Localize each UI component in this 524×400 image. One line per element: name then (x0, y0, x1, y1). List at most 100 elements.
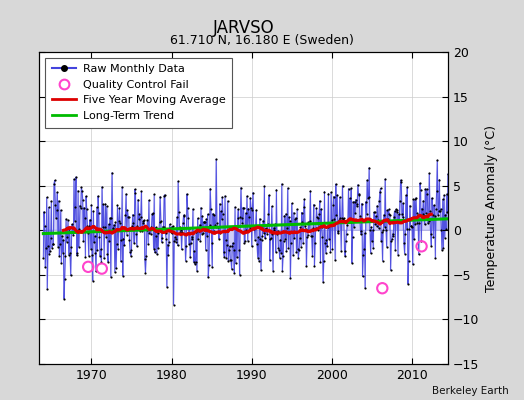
Point (89, 208, 97, 214)
Point (105, 221, 113, 227)
Point (219, 211, 227, 217)
Point (439, 196, 447, 202)
Point (298, 209, 306, 216)
Point (263, 230, 271, 237)
Point (227, 266, 236, 272)
Point (140, 217, 148, 223)
Point (83, 222, 92, 229)
Point (125, 237, 134, 244)
Point (278, 268, 287, 274)
Point (274, 228, 282, 234)
Point (273, 230, 281, 237)
Point (188, 236, 196, 242)
Point (317, 206, 325, 212)
Point (386, 212, 394, 219)
Point (247, 243, 256, 249)
Point (242, 210, 250, 216)
Point (296, 235, 304, 241)
Point (181, 258, 190, 264)
Point (422, 210, 430, 216)
Point (224, 257, 233, 264)
Point (176, 224, 184, 230)
Point (145, 230, 154, 236)
Point (397, 179, 406, 185)
Point (91, 233, 99, 240)
Point (61, 253, 70, 260)
Point (259, 230, 268, 236)
Point (323, 243, 331, 250)
Point (218, 194, 226, 200)
Point (266, 235, 275, 242)
Point (388, 236, 396, 242)
Point (173, 242, 182, 249)
Point (75, 226, 83, 232)
Point (176, 229, 184, 236)
Point (415, 220, 423, 226)
Point (223, 198, 232, 204)
Point (276, 236, 285, 243)
Point (283, 224, 291, 231)
Point (446, 209, 455, 215)
Point (249, 190, 257, 196)
Point (347, 260, 356, 266)
Point (62, 216, 70, 222)
Point (395, 218, 403, 224)
Point (62, 238, 71, 245)
Point (82, 205, 91, 212)
Point (133, 223, 141, 229)
Point (410, 236, 418, 243)
Point (166, 221, 174, 228)
Point (152, 232, 160, 239)
Point (308, 233, 316, 239)
Point (358, 200, 366, 207)
Point (66, 250, 74, 256)
Point (394, 251, 402, 258)
Point (281, 236, 289, 242)
Point (380, 224, 389, 230)
Point (234, 206, 243, 212)
Point (290, 235, 299, 241)
Point (299, 240, 307, 246)
Point (171, 238, 180, 245)
Point (366, 250, 375, 256)
Point (74, 187, 82, 194)
Point (352, 196, 360, 203)
Point (239, 204, 247, 211)
Point (427, 230, 435, 237)
Point (121, 227, 129, 234)
Point (402, 226, 411, 232)
Point (311, 240, 319, 247)
Point (261, 225, 270, 232)
Point (194, 236, 202, 242)
Point (432, 206, 440, 212)
Point (402, 192, 410, 198)
Point (285, 214, 293, 220)
Point (120, 242, 128, 248)
Point (96, 246, 105, 253)
Point (183, 191, 191, 197)
Point (60, 276, 69, 282)
Point (444, 238, 453, 244)
Point (290, 209, 298, 216)
Point (329, 202, 337, 208)
Point (256, 216, 264, 222)
Point (225, 247, 233, 253)
Point (407, 222, 415, 229)
Point (200, 219, 208, 225)
Point (130, 240, 138, 246)
Point (313, 215, 322, 221)
Point (292, 248, 301, 255)
Point (234, 215, 242, 221)
Point (109, 225, 117, 231)
Point (155, 227, 163, 234)
Point (64, 252, 73, 258)
Point (261, 235, 269, 241)
Point (142, 253, 150, 259)
Point (150, 249, 159, 256)
Point (45, 204, 53, 210)
Point (115, 205, 124, 211)
Point (79, 196, 87, 203)
Point (191, 261, 199, 267)
Point (57, 260, 66, 266)
Point (50, 177, 59, 184)
